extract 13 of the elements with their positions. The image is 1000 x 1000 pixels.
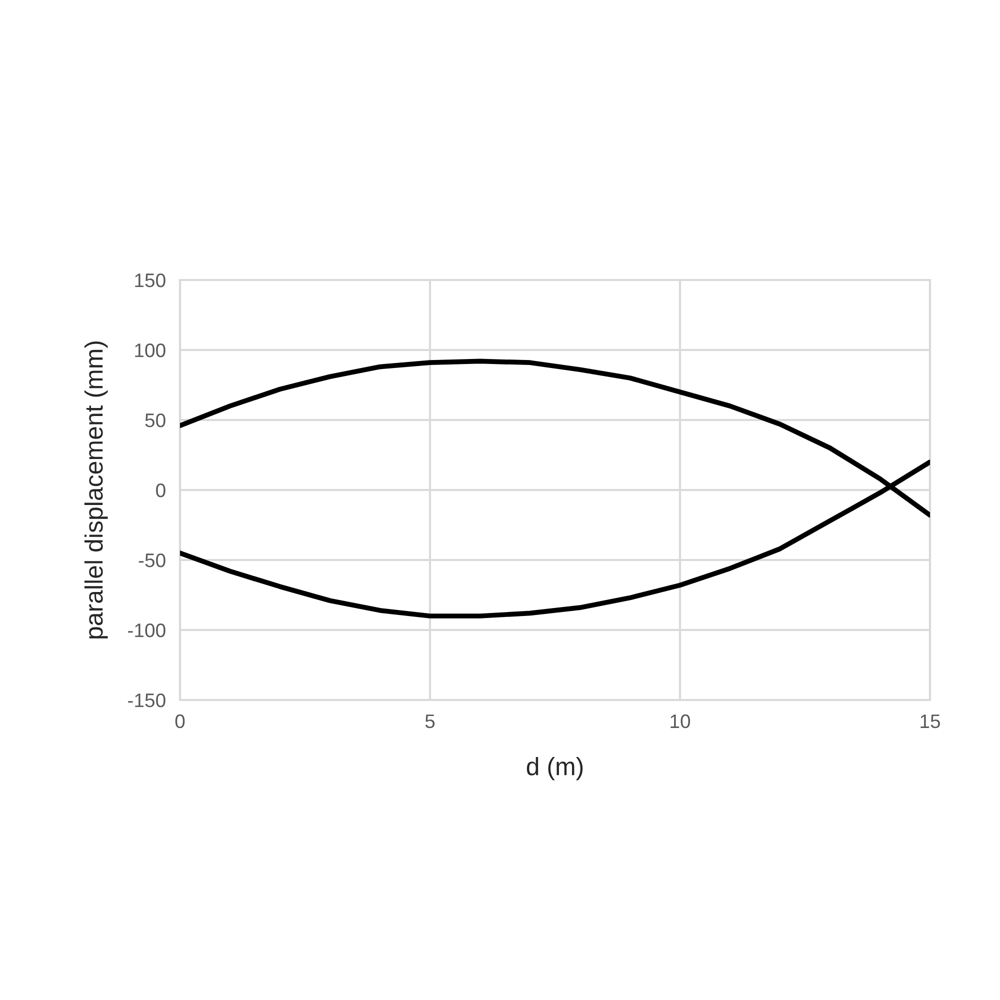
y-tick-label: -150 (128, 693, 166, 708)
x-axis-title: d (m) (526, 757, 583, 780)
y-tick-label: 50 (145, 413, 166, 428)
x-tick-label: 0 (175, 714, 185, 728)
y-tick-label: 150 (135, 273, 166, 288)
x-tick-label: 10 (670, 714, 690, 728)
y-tick-label: 100 (135, 343, 166, 358)
y-tick-label: -50 (138, 553, 166, 568)
y-tick-label: -100 (128, 623, 166, 638)
x-tick-label: 5 (425, 714, 435, 728)
x-tick-label: 15 (920, 714, 940, 728)
y-tick-label: 0 (156, 483, 166, 498)
y-axis-title: parallel displacement (mm) (84, 341, 108, 638)
